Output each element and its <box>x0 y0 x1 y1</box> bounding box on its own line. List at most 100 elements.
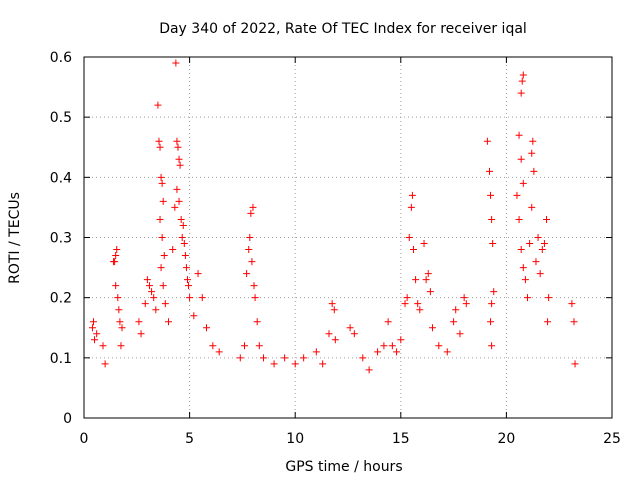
data-point <box>424 270 432 278</box>
data-point <box>180 240 188 248</box>
data-point <box>169 246 177 254</box>
data-point <box>568 300 576 308</box>
data-point <box>270 360 278 368</box>
data-point <box>154 101 162 109</box>
data-point <box>403 294 411 302</box>
data-point <box>137 330 145 338</box>
data-point <box>331 336 339 344</box>
data-point <box>571 360 579 368</box>
data-point <box>248 258 256 266</box>
y-tick-label: 0.6 <box>50 50 72 66</box>
data-point <box>488 215 496 223</box>
data-point <box>99 342 107 350</box>
data-point <box>529 137 537 145</box>
data-point <box>114 294 122 302</box>
data-point <box>532 258 540 266</box>
data-point <box>176 161 184 169</box>
data-point <box>157 264 165 272</box>
data-point <box>215 348 223 356</box>
data-point <box>164 318 172 326</box>
data-point <box>101 360 109 368</box>
y-tick-label: 0.5 <box>50 110 72 126</box>
data-point <box>517 89 525 97</box>
data-point <box>194 270 202 278</box>
data-point <box>148 288 156 296</box>
data-point <box>186 294 194 302</box>
data-point <box>260 354 268 362</box>
data-point <box>156 143 164 151</box>
data-point <box>88 324 96 332</box>
data-point <box>359 354 367 362</box>
data-point <box>489 240 497 248</box>
x-tick-label: 15 <box>392 431 410 447</box>
data-point <box>182 264 190 272</box>
x-tick-label: 25 <box>603 431 621 447</box>
data-point <box>300 354 308 362</box>
data-point <box>488 300 496 308</box>
data-point <box>90 318 98 326</box>
data-point <box>528 149 536 157</box>
data-point <box>112 282 120 290</box>
data-point <box>319 360 327 368</box>
data-point <box>380 342 388 350</box>
data-point <box>115 306 123 314</box>
axis-ticks: 0 5 10 15 20 25 0 0.1 0.2 0.3 0.4 0.5 0.6 <box>50 50 621 447</box>
data-point <box>528 203 536 211</box>
data-point <box>517 246 525 254</box>
y-tick-label: 0 <box>63 411 72 427</box>
data-point <box>524 294 532 302</box>
data-point <box>245 246 253 254</box>
data-point <box>158 234 166 241</box>
data-point <box>426 288 434 296</box>
data-point <box>487 191 495 199</box>
data-point <box>519 264 527 272</box>
data-point <box>157 173 165 181</box>
data-point <box>173 137 181 145</box>
data-point <box>117 342 125 350</box>
data-point <box>544 318 552 326</box>
data-point <box>570 318 578 326</box>
data-point <box>414 300 422 308</box>
data-point <box>181 252 189 260</box>
data-point <box>177 215 185 223</box>
data-point <box>159 282 167 290</box>
data-point <box>158 179 166 187</box>
data-point <box>519 179 527 187</box>
data-point <box>456 330 464 338</box>
x-tick-label: 0 <box>80 431 89 447</box>
data-point <box>365 366 373 374</box>
data-point <box>174 143 182 151</box>
data-point <box>173 185 181 193</box>
x-tick-label: 10 <box>286 431 304 447</box>
data-point <box>397 336 405 344</box>
data-point <box>171 203 179 211</box>
data-point <box>172 59 180 67</box>
data-point <box>412 276 420 284</box>
data-point <box>325 330 333 338</box>
data-point <box>246 234 254 241</box>
data-point <box>543 215 551 223</box>
data-point <box>422 276 430 284</box>
data-point <box>236 354 244 362</box>
data-point <box>328 300 336 308</box>
data-point <box>116 318 124 326</box>
data-point <box>249 203 257 211</box>
data-point <box>250 282 258 290</box>
data-point <box>488 342 496 350</box>
data-point <box>407 203 415 211</box>
data-point <box>401 300 409 308</box>
data-point <box>408 191 416 199</box>
data-point <box>443 348 451 356</box>
data-point <box>145 282 153 290</box>
x-axis-label: GPS time / hours <box>285 459 402 475</box>
data-point <box>521 276 529 284</box>
data-point <box>540 240 548 248</box>
data-point <box>241 342 249 350</box>
data-point <box>118 324 126 332</box>
data-point <box>346 324 354 332</box>
data-point <box>384 318 392 326</box>
data-point <box>112 252 120 260</box>
data-point <box>483 137 491 145</box>
